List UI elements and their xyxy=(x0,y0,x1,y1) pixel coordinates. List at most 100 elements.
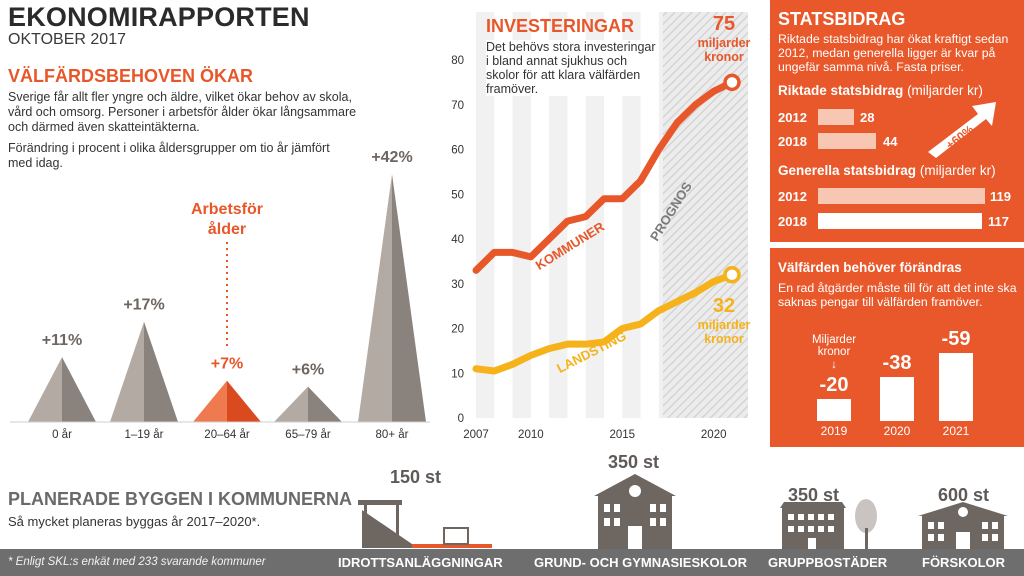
x-tick-2007: 2007 xyxy=(463,429,489,440)
age-value-label-3: +6% xyxy=(292,362,324,379)
y-tick-70: 70 xyxy=(451,100,464,112)
y-tick-20: 20 xyxy=(451,324,464,336)
stadium-icon xyxy=(358,500,492,548)
age-bar-1-right xyxy=(144,321,178,422)
end-unit-kommuner-2: kronor xyxy=(704,50,744,64)
age-category-label-1: 1–19 år xyxy=(124,429,163,441)
general-bar-2012 xyxy=(818,188,985,204)
age-value-label-2: +7% xyxy=(211,356,243,373)
planned-heading: PLANERADE BYGGEN I KOMMUNERNA xyxy=(8,489,353,509)
targeted-value-2012: 28 xyxy=(860,110,875,125)
change-year-2021: 2021 xyxy=(942,424,970,438)
age-category-label-0: 0 år xyxy=(52,429,72,441)
planned-body: Så mycket planeras byggas år 2017–2020*. xyxy=(8,514,261,529)
age-bar-3-right xyxy=(308,386,342,422)
change-year-2019: 2019 xyxy=(820,424,848,438)
targeted-bar-2012 xyxy=(818,109,854,125)
y-tick-30: 30 xyxy=(451,279,464,291)
school-count: 350 st xyxy=(608,452,660,472)
statsbidrag-panel: STATSBIDRAG Riktade statsbidrag har ökat… xyxy=(770,0,1024,447)
x-tick-2020: 2020 xyxy=(701,429,727,440)
welfare-heading: VÄLFÄRDSBEHOVEN ÖKAR xyxy=(8,66,254,86)
page-subtitle: OKTOBER 2017 xyxy=(8,31,126,48)
series-endpoint-kommuner xyxy=(723,73,741,92)
y-tick-40: 40 xyxy=(451,234,464,246)
group-housing-icon xyxy=(780,499,877,550)
change-text: En rad åtgärder måste till för att det i… xyxy=(778,281,1017,309)
age-bar-0-right xyxy=(62,357,96,422)
year-stripe-2013 xyxy=(585,12,604,418)
y-tick-0: 0 xyxy=(458,413,464,425)
year-stripe-2015 xyxy=(622,12,641,418)
age-bar-2-left xyxy=(193,380,227,422)
y-tick-60: 60 xyxy=(451,145,464,157)
end-value-kommuner: 75 xyxy=(713,13,735,35)
x-tick-2010: 2010 xyxy=(518,429,544,440)
age-value-label-0: +11% xyxy=(42,332,82,349)
welfare-note: Förändring i procent i olika åldersgrupp… xyxy=(8,141,330,170)
age-group-chart: Arbetsför ålder +11% 0 år +17% 1–19 år +7% 20… xyxy=(10,149,430,441)
series-line-kommuner xyxy=(472,78,736,274)
change-bar-2020 xyxy=(880,377,914,421)
targeted-value-2018: 44 xyxy=(883,134,898,149)
age-category-label-2: 20–64 år xyxy=(204,429,250,441)
school-icon xyxy=(594,474,676,549)
page-title: EKONOMIRAPPORTEN xyxy=(8,2,310,32)
change-value-2021: -59 xyxy=(941,328,971,350)
change-bar-2021 xyxy=(939,353,973,421)
working-age-label-line1: Arbetsför xyxy=(191,201,263,218)
targeted-heading: Riktade statsbidrag (miljarder kr) xyxy=(778,83,983,98)
statsbidrag-text: Riktade statsbidrag har ökat kraftigt se… xyxy=(778,32,1009,74)
general-value-2012: 119 xyxy=(990,189,1011,204)
group-housing-count: 350 st xyxy=(788,485,840,505)
targeted-bar-2018 xyxy=(818,133,876,149)
y-tick-80: 80 xyxy=(451,55,464,67)
investments-heading: INVESTERINGAR xyxy=(486,16,635,36)
general-year-2018: 2018 xyxy=(778,214,807,229)
age-bar-4-right xyxy=(392,174,426,422)
age-bar-0-left xyxy=(28,357,62,422)
preschool-icon xyxy=(918,502,1008,550)
y-tick-50: 50 xyxy=(451,189,464,201)
series-endpoint-landsting xyxy=(723,266,741,284)
change-year-2020: 2020 xyxy=(883,424,911,438)
age-bar-1-left xyxy=(110,321,144,422)
bottom-bar xyxy=(0,549,1024,576)
change-bar-2019 xyxy=(817,399,851,421)
category-label-group-housing: GRUPPBOSTÄDER xyxy=(768,555,888,570)
targeted-year-2012: 2012 xyxy=(778,110,807,125)
age-category-label-4: 80+ år xyxy=(376,429,409,441)
general-bar-2018 xyxy=(818,213,982,229)
statsbidrag-title: STATSBIDRAG xyxy=(778,9,906,29)
y-tick-10: 10 xyxy=(451,368,464,380)
change-value-2020: -38 xyxy=(882,352,912,374)
change-unit-label: Miljarder kronor xyxy=(811,334,857,358)
general-year-2012: 2012 xyxy=(778,189,807,204)
end-unit-landsting-2: kronor xyxy=(704,332,744,346)
general-value-2018: 117 xyxy=(988,214,1009,229)
category-label-schools: GRUND- OCH GYMNASIESKOLOR xyxy=(534,555,748,570)
change-heading: Välfärden behöver förändras xyxy=(778,260,962,275)
year-stripe-2011 xyxy=(549,12,568,418)
change-value-2019: -20 xyxy=(819,374,849,396)
age-value-label-4: +42% xyxy=(371,149,412,166)
preschool-count: 600 st xyxy=(938,485,990,505)
age-bar-3-left xyxy=(274,386,308,422)
down-arrow-icon: ↓ xyxy=(831,359,837,371)
year-stripe-2007 xyxy=(476,12,495,418)
panel-divider xyxy=(770,242,1024,248)
age-bar-2-right xyxy=(227,380,261,422)
investments-body: Det behövs stora investeringar i bland a… xyxy=(486,40,656,96)
targeted-year-2018: 2018 xyxy=(778,134,807,149)
increase-arrow-icon: +60% xyxy=(928,102,996,158)
category-label-stadiums: IDROTTSANLÄGGNINGAR xyxy=(338,555,503,570)
x-tick-2015: 2015 xyxy=(609,429,635,440)
series-line-landsting xyxy=(472,271,736,375)
working-age-label-line2: ålder xyxy=(208,220,246,238)
stadium-count: 150 st xyxy=(390,467,442,487)
age-value-label-1: +17% xyxy=(123,297,164,314)
footnote: * Enligt SKL:s enkät med 233 svarande ko… xyxy=(8,556,266,568)
age-bar-4-left xyxy=(358,174,392,422)
category-label-preschools: FÖRSKOLOR xyxy=(922,555,1006,570)
